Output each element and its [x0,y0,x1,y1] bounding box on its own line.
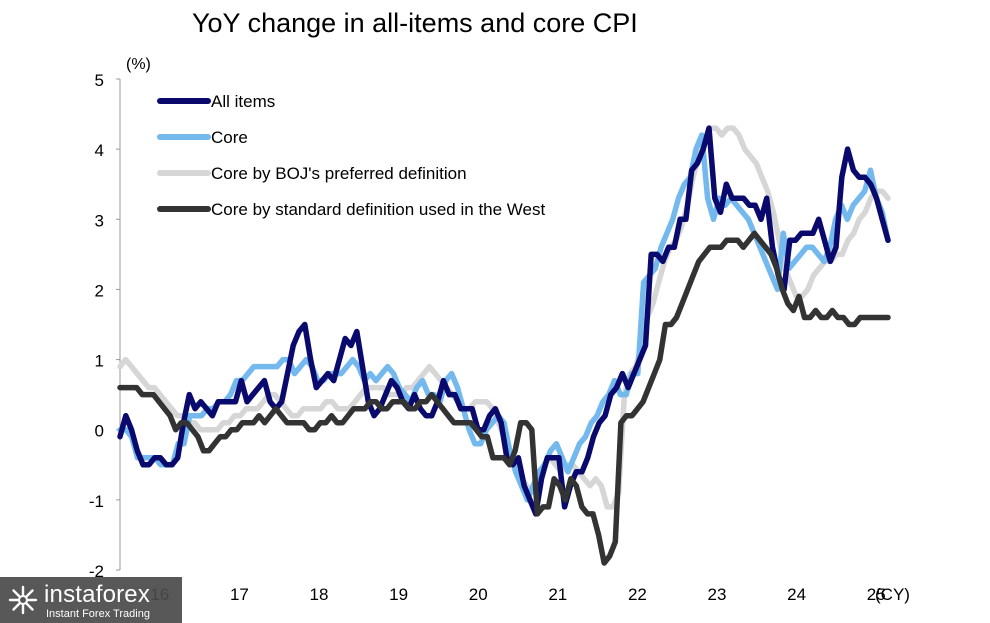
watermark-brand: instaforex [44,581,151,608]
y-tick-label: 1 [95,352,104,371]
series-layer [117,125,891,566]
x-tick-label: 24 [787,585,806,604]
legend-label: Core by BOJ's preferred definition [211,164,467,183]
x-tick-label: 25 [867,585,886,604]
y-tick-label: -1 [89,492,104,511]
x-tick-label: 21 [548,585,567,604]
legend: All items Core Core by BOJ's preferred def… [157,92,545,219]
series-line-0 [117,125,891,517]
x-tick-label: 20 [469,585,488,604]
x-tick-label: 19 [389,585,408,604]
x-tick-label: 22 [628,585,647,604]
y-tick-label: 4 [95,141,104,160]
series-line-1 [117,132,891,503]
y-tick-label: 2 [95,281,104,300]
legend-label: Core by standard definition used in the … [211,200,545,219]
instaforex-logo-icon [8,585,38,615]
y-tick-label: -2 [89,562,104,581]
x-tick-label: 23 [708,585,727,604]
y-axis-label: (%) [126,56,151,73]
legend-label: Core [211,128,248,147]
y-tick-label: 0 [95,422,104,441]
chart-title: YoY change in all-items and core CPI [192,8,638,38]
x-tick-label: 18 [310,585,329,604]
x-axis-label: (CY) [875,585,910,604]
y-tick-label: 3 [95,211,104,230]
watermark-tagline: Instant Forex Trading [46,608,150,620]
instaforex-watermark: instaforex Instant Forex Trading [0,577,182,623]
legend-label: All items [211,92,275,111]
x-tick-label: 17 [230,585,249,604]
series-line-3 [117,230,891,566]
y-tick-label: 5 [95,71,104,90]
